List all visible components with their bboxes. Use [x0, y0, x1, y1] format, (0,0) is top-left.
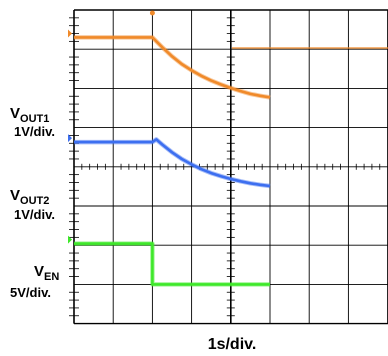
vout2-label: VOUT2	[10, 187, 49, 207]
vout1-label: VOUT1	[10, 105, 49, 125]
ven-channel-marker	[68, 235, 72, 244]
vout1-channel-marker	[68, 29, 72, 38]
vout2-scale: 1V/div.	[14, 207, 55, 222]
vout2-trace	[74, 138, 271, 188]
x-axis-label: 1s/div.	[208, 336, 257, 353]
vout2-trace-halo	[74, 137, 271, 189]
vout1-scale: 1V/div.	[14, 124, 55, 139]
ven-label: VEN	[34, 263, 59, 283]
vout1-trace	[74, 36, 271, 99]
ven-scale: 5V/div.	[10, 285, 51, 300]
graticule	[69, 9, 388, 325]
ven-trace	[74, 242, 270, 286]
trigger-marker	[149, 10, 155, 16]
ven-trace-halo	[74, 241, 270, 287]
traces	[68, 29, 271, 287]
vout2-channel-marker	[68, 134, 72, 143]
